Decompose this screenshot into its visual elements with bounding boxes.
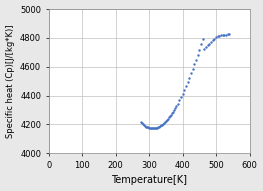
Point: [216, 35, 220, 38]
Point: [172, 108, 176, 112]
Point: [196, 53, 200, 56]
Point: [157, 125, 161, 128]
Y-axis label: Specific heat (Cp)[J/[kg*K)]: Specific heat (Cp)[J/[kg*K)]: [6, 24, 14, 138]
Point: [150, 127, 154, 130]
Point: [139, 120, 143, 123]
Point: [147, 126, 151, 129]
Point: [202, 48, 206, 51]
Point: [152, 127, 156, 130]
Point: [184, 84, 188, 87]
Point: [212, 37, 216, 40]
Point: [227, 33, 231, 36]
Point: [187, 76, 191, 79]
Point: [219, 34, 223, 37]
Point: [141, 123, 145, 126]
Point: [169, 113, 173, 116]
Point: [160, 123, 164, 126]
Point: [162, 121, 166, 125]
Point: [180, 92, 185, 95]
Point: [167, 116, 171, 119]
Point: [144, 125, 148, 128]
Point: [226, 33, 230, 36]
Point: [179, 96, 183, 99]
Point: [168, 115, 172, 118]
Point: [175, 102, 180, 105]
Point: [182, 88, 186, 91]
Point: [197, 48, 201, 51]
Point: [199, 43, 203, 46]
Point: [211, 39, 215, 42]
Point: [170, 112, 174, 115]
Point: [155, 126, 159, 129]
Point: [206, 44, 210, 47]
Point: [185, 80, 190, 83]
Point: [191, 67, 195, 70]
Point: [165, 118, 169, 121]
Point: [194, 58, 198, 61]
X-axis label: Temperature[K]: Temperature[K]: [111, 176, 187, 185]
Point: [174, 105, 178, 108]
Point: [222, 33, 226, 36]
Point: [189, 72, 193, 75]
Point: [143, 124, 147, 127]
Point: [156, 126, 160, 129]
Point: [166, 117, 170, 120]
Point: [192, 63, 196, 66]
Point: [164, 119, 168, 122]
Point: [140, 121, 144, 125]
Point: [142, 123, 146, 126]
Point: [151, 127, 155, 130]
Point: [159, 124, 163, 127]
Point: [146, 126, 150, 129]
Point: [209, 41, 213, 44]
Point: [145, 125, 149, 129]
Point: [204, 46, 208, 49]
Point: [214, 36, 218, 39]
Point: [153, 127, 157, 130]
Point: [163, 121, 167, 124]
Point: [173, 107, 177, 110]
Point: [224, 33, 228, 36]
Point: [161, 122, 165, 125]
Point: [207, 42, 211, 45]
Point: [148, 126, 152, 129]
Point: [154, 126, 158, 129]
Point: [171, 110, 175, 113]
Point: [221, 33, 225, 36]
Point: [158, 125, 162, 128]
Point: [149, 127, 153, 130]
Point: [201, 37, 205, 40]
Point: [177, 99, 181, 102]
Point: [217, 34, 221, 37]
